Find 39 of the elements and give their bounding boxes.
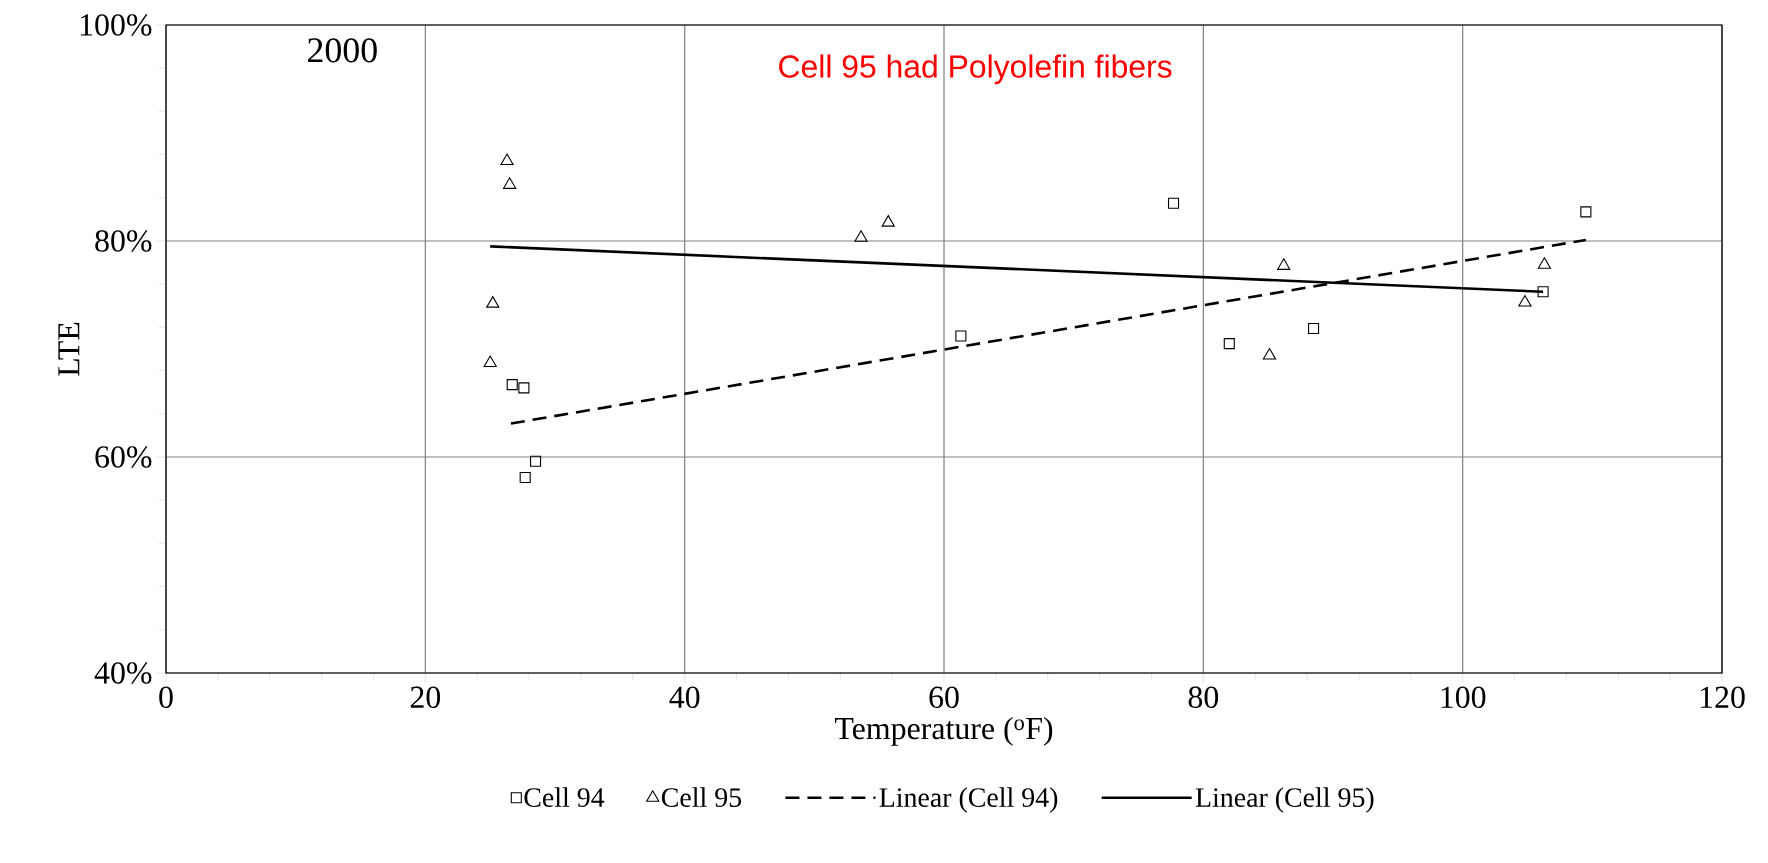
x-tick-label: 0 bbox=[159, 686, 173, 709]
y-axis-title: LTE bbox=[58, 322, 80, 376]
point bbox=[1580, 206, 1592, 218]
point bbox=[1308, 322, 1320, 335]
point bbox=[854, 230, 868, 242]
point bbox=[518, 382, 530, 394]
point bbox=[486, 296, 500, 308]
legend-label: Cell 94 bbox=[524, 787, 605, 807]
x-tick-label: 100 bbox=[1441, 686, 1486, 709]
point bbox=[1537, 257, 1551, 269]
point bbox=[506, 379, 518, 391]
x-tick-label: 80 bbox=[1188, 686, 1219, 709]
x-tick-label: 20 bbox=[410, 686, 441, 709]
point bbox=[955, 330, 967, 342]
x-tick-label: 40 bbox=[669, 686, 700, 709]
annotation: Cell 95 had Polyolefin fibers bbox=[779, 54, 1172, 85]
y-tick-label: 80% bbox=[95, 230, 152, 252]
point bbox=[881, 215, 895, 227]
point bbox=[1262, 347, 1277, 360]
y-tick-label: 40% bbox=[94, 662, 152, 684]
legend-label: Linear (Cell 94) bbox=[879, 787, 1058, 813]
point bbox=[1537, 286, 1549, 298]
annotation: 2000 bbox=[308, 38, 377, 63]
point bbox=[483, 355, 497, 368]
point bbox=[1167, 197, 1180, 209]
point bbox=[530, 455, 542, 467]
point bbox=[1277, 258, 1291, 270]
x-tick-label: 120 bbox=[1700, 686, 1745, 709]
x-tick-label: 60 bbox=[929, 686, 959, 709]
y-tick-label: 100% bbox=[80, 14, 152, 36]
point bbox=[503, 177, 517, 189]
legend-label: Cell 95 bbox=[661, 787, 742, 807]
legend-label: Linear (Cell 95) bbox=[1195, 787, 1374, 813]
point bbox=[500, 153, 514, 166]
point bbox=[519, 471, 531, 484]
y-tick-label: 60% bbox=[95, 446, 152, 468]
point bbox=[1518, 295, 1532, 307]
point bbox=[1223, 338, 1235, 350]
x-axis-title: Temperature ($^{o}$F) bbox=[834, 716, 1053, 746]
